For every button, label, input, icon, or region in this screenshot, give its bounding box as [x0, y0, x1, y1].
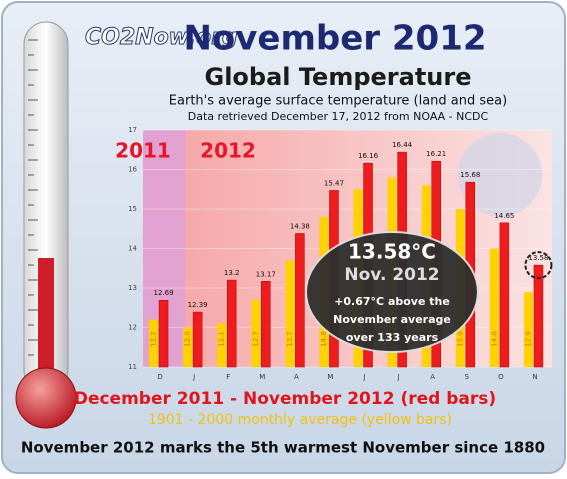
x-tick-label: J — [397, 373, 400, 381]
bar-2012 — [295, 233, 305, 368]
callout-text: over 133 years — [346, 331, 439, 344]
period-label: 2012 — [200, 139, 256, 163]
bar-average-label: 12.1 — [218, 331, 226, 347]
bar-average — [489, 248, 499, 367]
x-tick-label: N — [532, 373, 537, 381]
bar-value-label: 12.39 — [188, 301, 208, 309]
bar-average — [183, 327, 193, 367]
bar-value-label: 14.65 — [494, 212, 514, 220]
callout-text: Nov. 2012 — [344, 265, 439, 285]
x-tick-label: S — [465, 373, 470, 381]
bar-average-label: 12.7 — [252, 331, 260, 347]
chart-subtitle: Global Temperature — [205, 63, 472, 91]
callout-bubble — [305, 231, 479, 353]
bar-average — [523, 291, 533, 367]
bar-2012 — [192, 311, 203, 368]
bar-value-label: 12.69 — [154, 289, 174, 297]
x-tick-label: D — [157, 373, 162, 381]
legend-yellow: 1901 - 2000 monthly average (yellow bars… — [148, 412, 452, 428]
x-tick-label: A — [430, 373, 435, 381]
y-tick-label: 15 — [128, 205, 137, 213]
y-tick-label: 16 — [128, 166, 137, 174]
x-tick-label: M — [327, 373, 333, 381]
bar-value-label: 13.58 — [528, 254, 548, 262]
footnote: November 2012 marks the 5th warmest Nove… — [21, 439, 545, 457]
bar-average — [251, 299, 261, 367]
callout-text: +0.67°C above the — [334, 295, 450, 308]
y-tick-label: 12 — [128, 324, 137, 332]
bar-value-label: 16.44 — [392, 141, 413, 149]
bar-value-label: 16.21 — [426, 150, 446, 158]
bar-average-label: 12.9 — [524, 331, 532, 347]
bar-2012 — [158, 299, 169, 368]
logo: CO2Now.org — [85, 25, 238, 50]
callout-text: 13.58°C — [348, 240, 436, 264]
plot-area: 2011 2012 11 12 13 14 15 16 17 D 12.2 12.69 J 12.0 12.… — [115, 126, 553, 381]
x-tick-label: A — [294, 373, 299, 381]
thermometer-bulb — [15, 367, 77, 429]
bar-average-label: 14.0 — [490, 331, 498, 347]
bar-value-label: 16.16 — [358, 152, 379, 160]
x-tick-label: O — [498, 373, 504, 381]
bar-2012 — [533, 264, 544, 368]
source-note: Data retrieved December 17, 2012 from NO… — [188, 110, 489, 123]
chart-title: November 2012 — [183, 19, 486, 59]
co2-watermark — [458, 133, 542, 217]
bar-average-label: 12.2 — [150, 331, 158, 347]
bar-2012 — [499, 222, 510, 368]
bar-value-label: 15.47 — [324, 179, 344, 187]
bar-average — [285, 260, 295, 367]
description: Earth's average surface temperature (lan… — [169, 94, 507, 109]
bar-average — [149, 319, 159, 367]
bar-average-label: 14.8 — [320, 331, 328, 347]
y-tick-label: 14 — [128, 245, 137, 253]
y-tick-label: 13 — [128, 284, 137, 292]
bar-value-label: 13.17 — [256, 270, 276, 278]
bar-average — [217, 323, 227, 367]
highlight-ring — [524, 251, 553, 280]
thermometer-fill — [38, 258, 54, 388]
bar-average-label: 15.0 — [456, 331, 464, 347]
period-label: 2011 — [115, 139, 171, 163]
callout-text: November average — [333, 313, 451, 326]
bar-value-label: 14.38 — [290, 222, 310, 230]
x-tick-label: F — [226, 373, 230, 381]
x-tick-label: J — [192, 373, 195, 381]
x-tick-label: M — [259, 373, 265, 381]
bar-value-label: 13.2 — [224, 269, 240, 277]
y-tick-label: 11 — [128, 363, 137, 371]
bar-average-label: 13.7 — [286, 331, 294, 347]
bar-average-label: 12.0 — [184, 331, 192, 347]
bar-2012 — [261, 281, 271, 368]
thermometer-scale — [28, 39, 38, 356]
x-tick-label: J — [363, 373, 366, 381]
bar-value-label: 15.68 — [460, 171, 480, 179]
bar-2012 — [226, 279, 237, 368]
legend-red: December 2011 - November 2012 (red bars) — [74, 389, 496, 409]
y-tick-label: 17 — [128, 126, 137, 134]
